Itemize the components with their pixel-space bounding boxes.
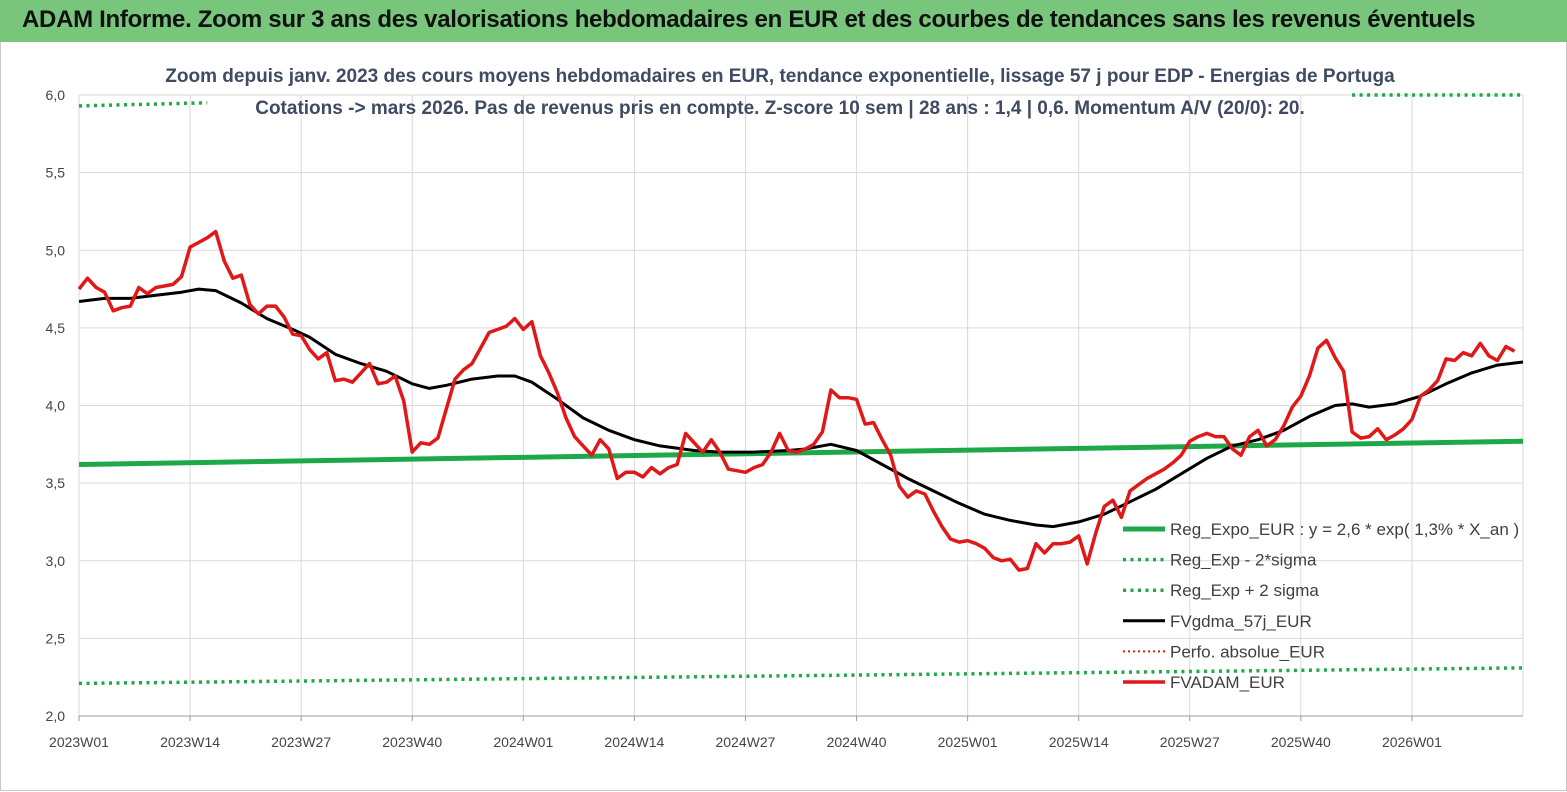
legend-label: FVgdma_57j_EUR [1170, 612, 1312, 631]
x-tick-label: 2025W14 [1049, 734, 1109, 750]
y-tick-label: 3,0 [46, 553, 66, 569]
chart-title: Zoom depuis janv. 2023 des cours moyens … [165, 66, 1395, 87]
series-fvgdma-57j-eur-line [78, 287, 1524, 529]
x-tick-label: 2023W40 [382, 734, 442, 750]
x-tick-label: 2025W01 [938, 734, 998, 750]
y-tick-label: 4,0 [46, 398, 66, 414]
x-tick-label: 2023W01 [49, 734, 109, 750]
series-layer [77, 93, 1524, 686]
legend-label: Reg_Exp - 2*sigma [1170, 551, 1317, 570]
legend-label: Reg_Exp + 2 sigma [1170, 581, 1319, 600]
x-tick-label: 2024W14 [604, 734, 664, 750]
x-tick-label: 2024W01 [493, 734, 553, 750]
y-tick-label: 2,5 [46, 630, 66, 646]
axes: 2,0 2,5 3,0 3,5 4,0 4,5 5,0 5,5 6,0 2023W01 2023W1… [46, 87, 1523, 750]
y-tick-label: 6,0 [46, 87, 66, 103]
series-fvadam-eur-line [77, 229, 1516, 572]
gridlines [78, 94, 1524, 717]
series-reg-exp-2-sigma-line [78, 101, 208, 108]
y-tick-label: 2,0 [46, 708, 66, 724]
y-tick-label: 5,5 [46, 165, 66, 181]
x-tick-label: 2023W14 [160, 734, 220, 750]
report-banner: ADAM Informe. Zoom sur 3 ans des valoris… [0, 0, 1567, 42]
y-tick-label: 4,5 [46, 320, 66, 336]
y-tick-label: 3,5 [46, 475, 66, 491]
series-reg-exp-2-sigma-line [78, 666, 1524, 686]
x-tick-label: 2024W40 [827, 734, 887, 750]
report-title: ADAM Informe. Zoom sur 3 ans des valoris… [22, 6, 1476, 33]
x-tick-label: 2023W27 [271, 734, 331, 750]
legend-label: FVADAM_EUR [1170, 673, 1285, 692]
chart-subtitle: Cotations -> mars 2026. Pas de revenus p… [255, 98, 1305, 119]
series-reg-expo-eur-y-2-6-exp-1-3-x-a-line [78, 438, 1524, 467]
x-tick-label: 2024W27 [715, 734, 775, 750]
x-tick-label: 2025W27 [1160, 734, 1220, 750]
x-tick-label: 2025W40 [1271, 734, 1331, 750]
legend-label: Reg_Expo_EUR : y = 2,6 * exp( 1,3% * X_a… [1170, 520, 1519, 539]
legend: Reg_Expo_EUR : y = 2,6 * exp( 1,3% * X_a… [1123, 520, 1519, 692]
legend-label: Perfo. absolue_EUR [1170, 642, 1325, 661]
x-tick-label: 2026W01 [1382, 734, 1442, 750]
y-tick-label: 5,0 [46, 242, 66, 258]
